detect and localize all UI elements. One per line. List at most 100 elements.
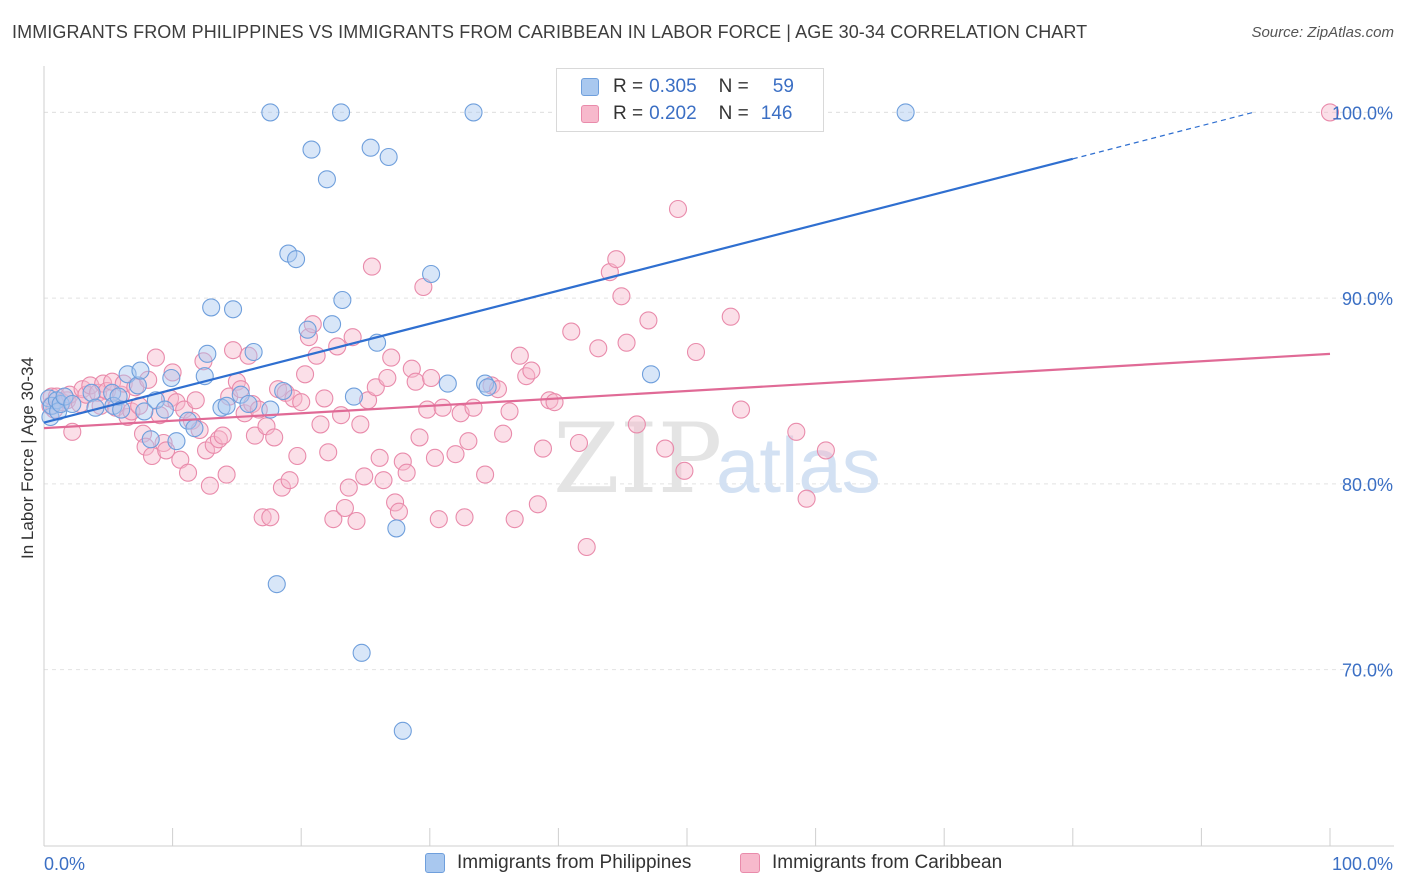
data-point-philippines	[438, 374, 457, 393]
data-point-caribbean	[459, 432, 478, 451]
data-point-caribbean	[303, 315, 322, 334]
data-point-philippines	[167, 432, 186, 451]
data-point-caribbean	[577, 537, 596, 557]
legend-row-caribbean: R = 0.202 N = 146	[581, 101, 792, 127]
data-point-philippines	[244, 342, 263, 362]
data-point-philippines	[231, 385, 250, 404]
data-point-philippines	[274, 381, 293, 401]
data-point-caribbean	[425, 448, 444, 467]
data-point-caribbean	[355, 467, 374, 486]
legend-r-label: R =	[613, 76, 644, 97]
series-legend-label: Immigrants from Caribbean	[772, 852, 1003, 873]
data-point-philippines	[217, 396, 236, 415]
data-point-caribbean	[433, 398, 452, 417]
data-point-caribbean	[562, 322, 581, 341]
data-point-caribbean	[332, 406, 351, 425]
data-point-philippines	[344, 387, 363, 406]
data-point-philippines	[896, 103, 915, 122]
data-point-caribbean	[307, 346, 326, 365]
data-point-caribbean	[157, 441, 176, 460]
data-point-caribbean	[816, 441, 835, 460]
data-point-philippines	[352, 643, 371, 662]
data-point-caribbean	[272, 478, 291, 497]
data-point-caribbean	[522, 361, 541, 380]
data-point-philippines	[317, 170, 336, 189]
data-point-philippines	[393, 721, 412, 740]
data-point-caribbean	[386, 493, 405, 512]
data-point-philippines	[202, 298, 221, 317]
data-point-philippines	[239, 394, 258, 414]
data-point-caribbean	[223, 341, 243, 360]
data-point-philippines	[40, 389, 59, 408]
data-point-caribbean	[139, 370, 158, 389]
series-philippines-points	[40, 103, 915, 740]
data-point-caribbean	[378, 368, 397, 388]
data-point-caribbean	[418, 400, 437, 419]
data-point-philippines	[198, 344, 217, 363]
y-tick-label: 80.0%	[1342, 475, 1393, 495]
data-point-caribbean	[675, 461, 694, 480]
data-point-philippines	[323, 315, 342, 334]
legend-swatch-philippines	[581, 78, 599, 96]
data-point-philippines	[131, 361, 150, 380]
y-tick-label: 100.0%	[1332, 103, 1393, 123]
data-point-caribbean	[178, 463, 198, 482]
data-point-caribbean	[446, 445, 465, 464]
data-point-caribbean	[797, 489, 816, 508]
data-point-caribbean	[787, 422, 806, 441]
data-point-caribbean	[339, 478, 358, 497]
data-point-caribbean	[150, 406, 169, 425]
data-point-philippines	[464, 103, 483, 122]
data-point-philippines	[261, 103, 280, 122]
data-point-caribbean	[500, 402, 519, 421]
data-point-caribbean	[280, 471, 299, 490]
data-point-philippines	[112, 400, 131, 419]
data-point-caribbean	[612, 287, 631, 306]
series-caribbean-points	[41, 103, 1340, 557]
trend-line-caribbean	[43, 352, 1331, 430]
data-point-caribbean	[351, 415, 370, 434]
legend-n-label: N =	[718, 103, 749, 124]
data-point-caribbean	[324, 510, 343, 529]
series-legend-label: Immigrants from Philippines	[457, 852, 692, 873]
data-point-caribbean	[476, 465, 495, 484]
data-point-caribbean	[217, 465, 236, 484]
data-point-caribbean	[1320, 103, 1340, 122]
data-point-caribbean	[510, 346, 529, 365]
data-point-caribbean	[362, 257, 381, 276]
y-tick-label: 70.0%	[1342, 661, 1393, 681]
data-point-caribbean	[494, 424, 513, 443]
data-point-caribbean	[163, 363, 182, 382]
series-legend-caribbean: Immigrants from Caribbean	[740, 852, 1002, 874]
trend-line-philippines-extension	[1072, 111, 1253, 160]
data-point-caribbean	[292, 393, 311, 412]
data-point-philippines	[63, 394, 82, 414]
data-point-caribbean	[261, 508, 280, 527]
data-point-philippines	[141, 430, 160, 449]
data-point-caribbean	[607, 250, 626, 269]
data-point-caribbean	[288, 446, 307, 466]
data-point-caribbean	[545, 393, 564, 412]
data-point-philippines	[185, 419, 204, 438]
data-point-caribbean	[505, 510, 524, 529]
data-point-caribbean	[389, 502, 408, 521]
data-point-caribbean	[464, 398, 483, 417]
watermark-zip: ZIP	[553, 403, 722, 515]
data-point-caribbean	[422, 368, 441, 388]
data-point-caribbean	[656, 439, 675, 458]
data-point-philippines	[82, 383, 101, 402]
data-point-caribbean	[721, 307, 740, 326]
data-point-philippines	[155, 400, 174, 419]
data-point-philippines	[162, 368, 181, 388]
source-label: Source: ZipAtlas.com	[1251, 24, 1394, 41]
data-point-caribbean	[265, 428, 284, 447]
data-point-caribbean	[315, 389, 334, 408]
legend-row-philippines: R = 0.305 N = 59	[581, 74, 794, 100]
series-legend-swatch-caribbean	[740, 853, 760, 873]
data-point-caribbean	[319, 443, 338, 462]
data-point-philippines	[135, 402, 154, 421]
data-point-caribbean	[406, 372, 425, 391]
data-point-caribbean	[668, 199, 688, 219]
series-legend-swatch-philippines	[425, 853, 445, 873]
